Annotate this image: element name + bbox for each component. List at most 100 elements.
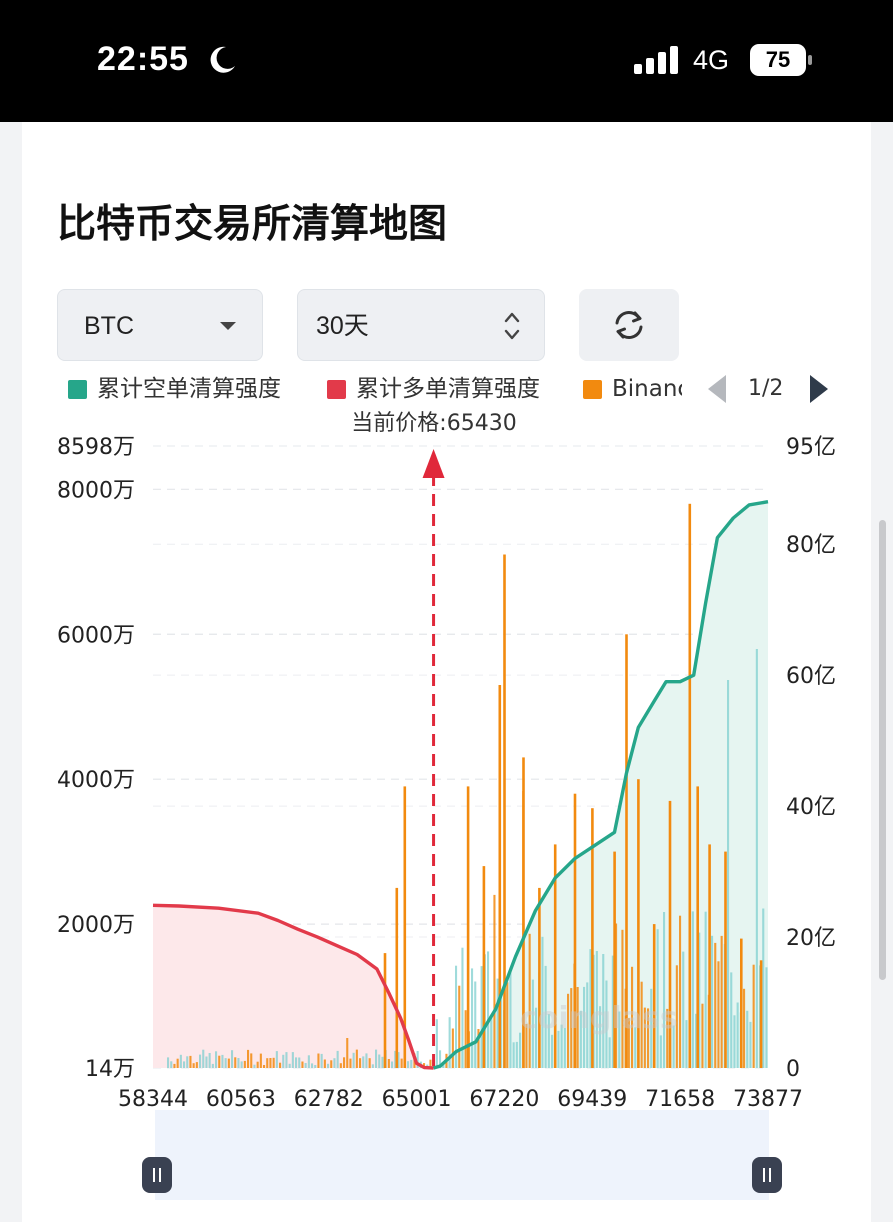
bar [304, 1063, 307, 1068]
zoom-range [155, 1110, 769, 1200]
updown-chevron-icon [504, 312, 520, 340]
bar [736, 1002, 739, 1068]
bar [186, 1056, 189, 1068]
legend-swatch-binance [583, 380, 602, 399]
bar [263, 1065, 266, 1068]
bar [352, 1052, 355, 1068]
bar [659, 1035, 662, 1068]
bar [730, 972, 733, 1068]
bar [243, 1060, 246, 1068]
x-tick-label: 69439 [557, 1087, 627, 1112]
binance-bar [688, 503, 692, 1068]
legend-item-binance[interactable]: Binanc [612, 376, 682, 402]
bar [525, 1023, 528, 1068]
y-right-tick-label: 60亿 [786, 664, 836, 689]
bar [586, 982, 589, 1068]
bar [275, 1051, 278, 1068]
legend-item-long[interactable]: 累计多单清算强度 [356, 376, 540, 402]
bar [192, 1063, 195, 1068]
bar [320, 1053, 323, 1068]
bar [355, 1049, 358, 1068]
binance-bar [696, 786, 699, 1068]
bar [410, 1059, 413, 1068]
binance-bar [591, 808, 594, 1068]
legend-swatch-long [327, 380, 346, 399]
binance-bar [724, 851, 727, 1068]
page-scrollbar[interactable] [879, 520, 886, 980]
bar [496, 978, 499, 1068]
bar [224, 1058, 227, 1068]
bar [195, 1062, 198, 1068]
bar [221, 1054, 224, 1068]
bar [298, 1057, 301, 1068]
bar [640, 981, 643, 1068]
legend-prev-icon[interactable] [706, 373, 728, 405]
y-right-tick-label: 20亿 [786, 926, 836, 951]
bar [698, 932, 701, 1068]
zoom-handle-right[interactable] [752, 1157, 782, 1193]
coin-select[interactable]: BTC [57, 289, 263, 361]
range-select-value: 30天 [316, 312, 369, 340]
y-left-tick-label: 8598万 [57, 435, 135, 460]
bar [167, 1057, 170, 1068]
bar [477, 1029, 480, 1068]
zoom-handle-left[interactable] [142, 1157, 172, 1193]
y-right-tick-label: 80亿 [786, 533, 836, 558]
bar [621, 929, 624, 1068]
bar [474, 981, 477, 1068]
bar [535, 1007, 538, 1068]
chart-bars [167, 503, 768, 1068]
bar [394, 1050, 397, 1068]
binance-bar [637, 779, 640, 1068]
bar [720, 935, 723, 1068]
bar [595, 951, 598, 1068]
zoom-slider [142, 520, 886, 1200]
current-price-line [422, 449, 445, 1068]
bar [752, 964, 755, 1068]
current-price-label: 当前价格:65430 [351, 411, 516, 436]
bar [602, 954, 605, 1068]
bar [247, 1049, 250, 1068]
bar [346, 1038, 349, 1068]
y-right-tick-label: 0 [786, 1057, 800, 1082]
bar [506, 982, 509, 1068]
bar [458, 985, 461, 1068]
legend-item-short[interactable]: 累计空单清算强度 [97, 376, 281, 402]
bar [189, 1055, 192, 1068]
binance-bar [759, 960, 763, 1068]
legend-next-icon[interactable] [808, 373, 830, 405]
refresh-icon [615, 311, 643, 339]
binance-bar [503, 554, 506, 1068]
price-arrow-icon [422, 449, 445, 478]
bar [343, 1057, 346, 1068]
x-tick-label: 60563 [206, 1087, 276, 1112]
binance-bar [553, 844, 557, 1068]
bar [234, 1057, 237, 1068]
binance-bar [383, 953, 387, 1068]
bar [701, 1003, 704, 1068]
bar [211, 1063, 214, 1068]
binance-bar [395, 887, 399, 1068]
bar [199, 1054, 202, 1068]
bar [560, 1024, 563, 1068]
binance-bar [573, 793, 577, 1068]
x-axis: 58344 60563 62782 65001 67220 69439 71658 73877 [118, 1087, 803, 1112]
bar [368, 1058, 371, 1068]
bar [285, 1052, 288, 1068]
bar [762, 908, 765, 1068]
watermark-text: coinglass [520, 1001, 678, 1036]
bar [311, 1063, 314, 1068]
long-area [153, 905, 434, 1068]
bar [279, 1062, 282, 1068]
y-left-tick-label: 14万 [85, 1057, 135, 1082]
bar [487, 951, 490, 1068]
bar [471, 968, 474, 1068]
binance-bar [466, 786, 470, 1068]
bar [583, 986, 586, 1068]
bar [656, 929, 659, 1068]
refresh-button[interactable] [579, 289, 679, 361]
chart-lines [152, 500, 769, 1070]
y-left-tick-label: 4000万 [57, 768, 135, 793]
range-select[interactable]: 30天 [297, 289, 545, 361]
bar [557, 1030, 560, 1068]
